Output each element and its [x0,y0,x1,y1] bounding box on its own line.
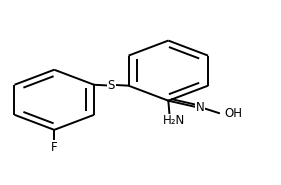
Text: S: S [108,79,115,92]
Text: OH: OH [224,107,242,120]
Text: H₂N: H₂N [163,114,185,127]
Text: N: N [196,102,205,115]
Text: F: F [51,141,58,154]
